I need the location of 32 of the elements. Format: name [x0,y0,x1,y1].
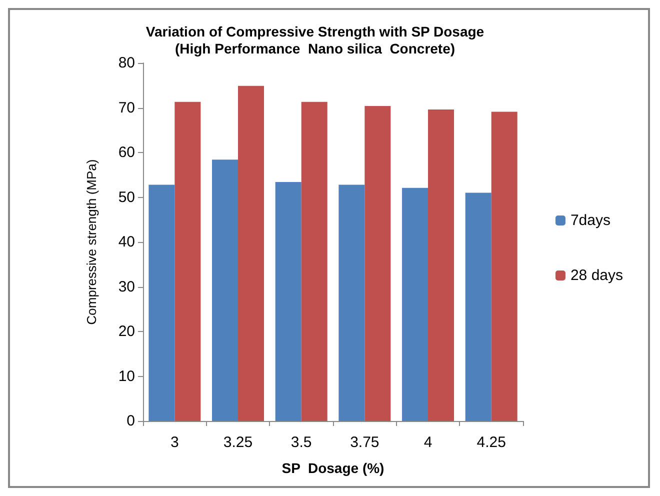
bar [402,188,428,421]
legend-label: 7days [570,212,610,229]
y-tick-label: 60 [118,144,135,161]
bar [338,184,365,421]
y-tick-label: 20 [118,323,135,340]
x-tick-label: 3.25 [223,434,253,451]
x-tick-label: 4 [424,434,432,451]
bar [238,86,264,421]
y-tick-label: 70 [118,99,135,116]
x-tick-label: 3 [170,434,179,451]
y-tick-label: 10 [118,368,135,385]
y-tick-label: 80 [118,54,135,72]
bar [148,184,175,421]
bar [301,102,328,421]
legend-label: 28 days [570,267,624,284]
y-tick-label: 30 [118,278,135,296]
bar [428,110,454,421]
y-tick-label: 0 [126,412,135,430]
chart-title: Variation of Compressive Strength with SP Dosage (High Performance Nano silica Concrete) [146,24,484,56]
y-axis-title: Compressive strength (MPa) [84,159,99,325]
bar [465,192,492,421]
y-tick-label: 40 [118,234,135,250]
bar [212,160,238,421]
y-tick-label: 50 [118,188,135,206]
bar [491,112,518,421]
x-tick-label: 3.5 [290,434,312,451]
x-tick-label: 3.75 [350,434,380,451]
bar [174,102,201,421]
x-axis-title: SP Dosage (%) [282,460,384,476]
bar [364,106,391,421]
bar [275,182,302,421]
x-tick-label: 4.25 [476,434,506,451]
